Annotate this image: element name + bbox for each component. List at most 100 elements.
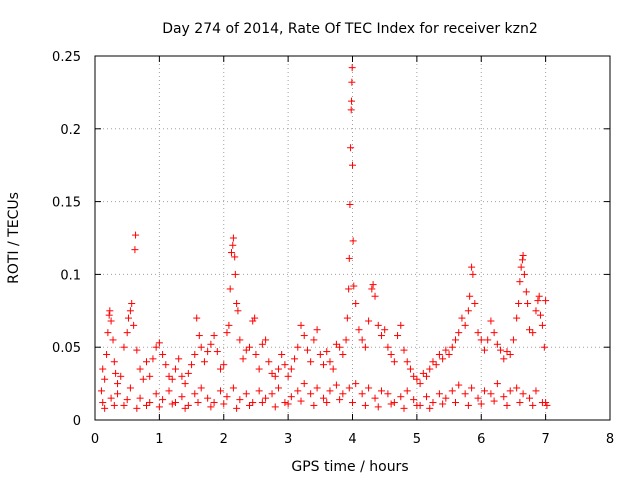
data-point bbox=[281, 361, 289, 369]
data-point bbox=[384, 390, 392, 398]
data-point bbox=[534, 297, 542, 305]
data-point bbox=[168, 375, 176, 383]
y-tick-label: 0.1 bbox=[60, 268, 81, 283]
data-point bbox=[529, 329, 537, 337]
data-point bbox=[229, 241, 237, 249]
data-point bbox=[294, 343, 302, 351]
data-point bbox=[117, 372, 125, 380]
data-point bbox=[503, 348, 511, 356]
data-point bbox=[358, 336, 366, 344]
x-tick-label: 6 bbox=[477, 432, 485, 447]
data-point bbox=[524, 300, 532, 308]
data-point bbox=[345, 285, 353, 293]
data-point bbox=[246, 343, 253, 351]
data-point bbox=[517, 263, 525, 271]
data-point bbox=[231, 253, 239, 261]
data-point bbox=[133, 404, 141, 412]
data-point bbox=[168, 400, 176, 408]
data-point bbox=[159, 350, 167, 358]
data-point bbox=[300, 332, 308, 340]
data-point bbox=[197, 343, 205, 351]
data-point bbox=[271, 372, 279, 380]
data-point bbox=[455, 381, 463, 389]
data-point bbox=[210, 399, 218, 407]
data-point bbox=[104, 329, 112, 337]
data-point bbox=[310, 336, 318, 344]
data-point bbox=[480, 346, 488, 354]
y-tick-label: 0.15 bbox=[52, 196, 81, 211]
data-point bbox=[171, 365, 179, 373]
data-point bbox=[487, 390, 495, 398]
data-point bbox=[159, 396, 167, 404]
data-point bbox=[374, 403, 382, 411]
data-point bbox=[348, 97, 356, 105]
data-point bbox=[242, 346, 250, 354]
data-point bbox=[178, 393, 186, 401]
data-point bbox=[239, 355, 247, 363]
data-point bbox=[442, 394, 450, 402]
data-point bbox=[468, 384, 476, 392]
data-point bbox=[106, 307, 114, 315]
y-tick-label: 0.25 bbox=[52, 50, 81, 65]
x-tick-label: 3 bbox=[284, 432, 292, 447]
data-point bbox=[536, 311, 544, 319]
data-point bbox=[194, 399, 202, 407]
data-point bbox=[352, 300, 360, 308]
data-point bbox=[429, 399, 437, 407]
data-point bbox=[278, 350, 286, 358]
data-point bbox=[262, 394, 270, 402]
data-point bbox=[258, 340, 266, 348]
data-point bbox=[229, 384, 237, 392]
data-point bbox=[213, 348, 221, 356]
data-point bbox=[120, 343, 128, 351]
data-point bbox=[347, 106, 355, 114]
data-point bbox=[234, 307, 242, 315]
data-point bbox=[377, 387, 385, 395]
data-point bbox=[130, 321, 138, 329]
data-point bbox=[345, 384, 353, 392]
data-point bbox=[139, 375, 147, 383]
data-point bbox=[506, 350, 514, 358]
data-point bbox=[435, 390, 443, 398]
data-point bbox=[103, 350, 111, 358]
data-point bbox=[143, 401, 150, 409]
data-point bbox=[303, 346, 311, 354]
data-point bbox=[231, 270, 239, 278]
data-point bbox=[361, 401, 369, 409]
data-point bbox=[346, 201, 354, 209]
data-point bbox=[506, 387, 514, 395]
data-point bbox=[423, 393, 431, 401]
data-point bbox=[339, 350, 347, 358]
data-point bbox=[249, 399, 257, 407]
data-points bbox=[97, 64, 551, 412]
data-point bbox=[368, 285, 376, 293]
data-point bbox=[442, 346, 450, 354]
data-point bbox=[458, 314, 466, 322]
data-point bbox=[513, 314, 521, 322]
data-point bbox=[110, 401, 118, 409]
data-point bbox=[284, 400, 292, 408]
data-point bbox=[423, 372, 431, 380]
data-point bbox=[461, 321, 469, 329]
data-point bbox=[204, 394, 212, 402]
data-point bbox=[323, 348, 331, 356]
data-point bbox=[131, 246, 139, 254]
data-point bbox=[535, 292, 543, 300]
data-point bbox=[152, 390, 160, 398]
data-point bbox=[124, 314, 132, 322]
x-tick-labels: 0 1 2 3 4 5 6 7 8 bbox=[91, 432, 614, 447]
data-point bbox=[251, 314, 259, 322]
y-axis-label: ROTI / TECUs bbox=[6, 192, 22, 284]
data-point bbox=[413, 401, 421, 409]
data-point bbox=[439, 400, 447, 408]
data-point bbox=[126, 384, 134, 392]
data-point bbox=[352, 380, 360, 388]
data-point bbox=[326, 358, 334, 366]
data-point bbox=[519, 390, 527, 398]
data-point bbox=[297, 397, 305, 405]
data-point bbox=[184, 369, 192, 377]
data-point bbox=[365, 384, 373, 392]
data-point bbox=[336, 343, 344, 351]
data-point bbox=[381, 326, 389, 334]
